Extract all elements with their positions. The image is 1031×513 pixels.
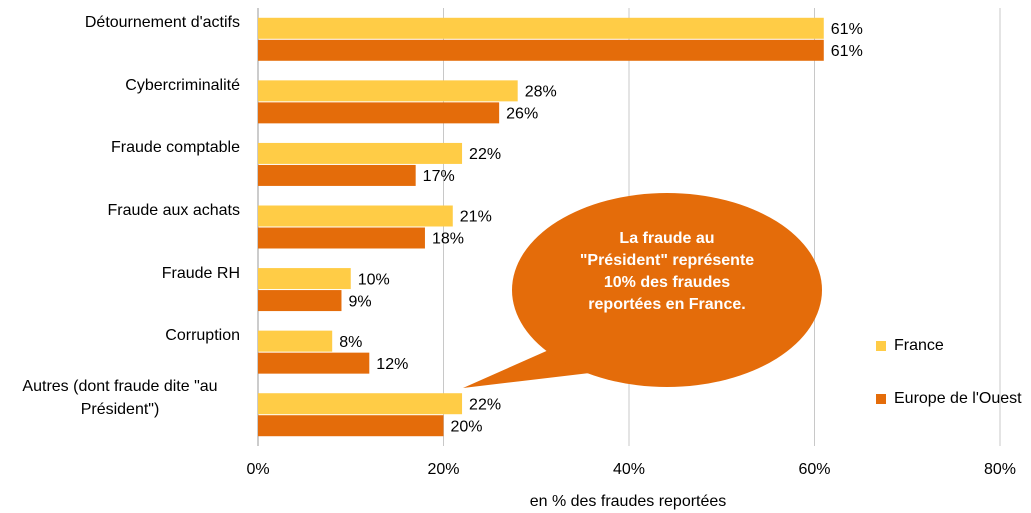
value-label: 12% (376, 356, 408, 373)
bar (258, 205, 453, 227)
bar (258, 393, 463, 415)
category-label: Fraude RH (161, 264, 240, 282)
bar (258, 39, 824, 61)
x-tick-label: 60% (798, 461, 830, 478)
category-label: Autres (dont fraude dite "au Président") (22, 378, 218, 419)
category-label: Cybercriminalité (125, 76, 240, 94)
value-label: 26% (506, 106, 538, 123)
value-label: 17% (423, 168, 455, 185)
value-label: 18% (432, 231, 464, 248)
legend-swatch (876, 394, 886, 404)
value-label: 10% (358, 271, 390, 288)
category-label: Fraude aux achats (107, 202, 240, 219)
legend-label: France (894, 337, 944, 354)
category-label: Détournement d'actifs (84, 14, 240, 32)
callout (512, 193, 822, 387)
value-label: 9% (348, 293, 371, 310)
value-label: 21% (460, 209, 492, 226)
legend-swatch (876, 341, 886, 351)
value-label: 20% (451, 418, 483, 435)
value-label: 22% (469, 146, 501, 163)
x-tick-label: 40% (613, 461, 645, 478)
callout-text: La fraude au "Président" représente 10% … (579, 230, 755, 313)
bar (258, 80, 518, 102)
value-label: 22% (469, 396, 501, 413)
bar (258, 17, 824, 39)
bar (258, 164, 416, 186)
bar (258, 330, 333, 352)
bar (258, 142, 463, 164)
value-label: 8% (339, 334, 362, 351)
x-tick-label: 0% (246, 461, 269, 478)
category-label: Fraude comptable (111, 139, 240, 157)
x-axis-title: en % des fraudes reportées (530, 493, 727, 510)
x-tick-label: 80% (984, 461, 1016, 478)
bar (258, 227, 425, 249)
bar (258, 415, 444, 437)
value-label: 28% (525, 84, 557, 101)
bar (258, 290, 342, 312)
x-tick-label: 20% (427, 461, 459, 478)
value-label: 61% (831, 21, 863, 38)
category-label: Corruption (165, 327, 240, 345)
bar (258, 268, 351, 290)
bar (258, 102, 500, 124)
value-label: 61% (831, 43, 863, 60)
legend-label: Europe de l'Ouest (894, 390, 1022, 407)
bar (258, 352, 370, 374)
